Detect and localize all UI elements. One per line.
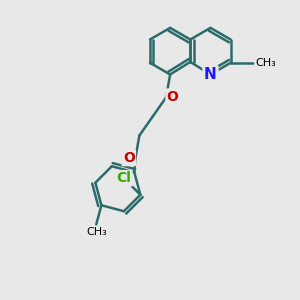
Text: O: O: [167, 90, 178, 104]
Text: O: O: [123, 151, 135, 165]
Text: N: N: [204, 67, 217, 82]
Text: CH₃: CH₃: [255, 58, 276, 68]
Text: Cl: Cl: [116, 171, 131, 185]
Text: CH₃: CH₃: [86, 227, 106, 237]
